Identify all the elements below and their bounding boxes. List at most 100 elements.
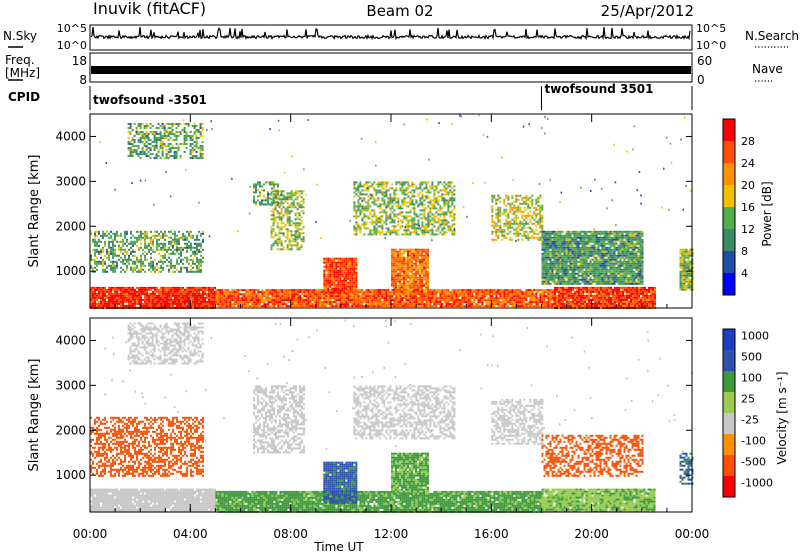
power-cell <box>285 289 288 292</box>
power-cell <box>347 261 350 264</box>
power-cell <box>164 300 166 303</box>
power-cell <box>162 248 164 251</box>
power-cell <box>265 295 268 298</box>
power-cell <box>419 305 422 308</box>
power-cell <box>136 230 138 233</box>
power-cell <box>369 289 372 292</box>
power-cell <box>441 227 444 230</box>
power-cell <box>343 283 346 286</box>
power-cell <box>237 297 240 300</box>
power-cell <box>413 227 416 230</box>
power-cell <box>134 262 136 265</box>
power-cell <box>299 297 302 300</box>
power-cell <box>547 295 550 298</box>
power-cell <box>194 246 196 249</box>
power-cell <box>357 201 360 204</box>
power-cell <box>519 291 522 294</box>
power-cell <box>349 295 352 298</box>
power-cell <box>132 286 134 289</box>
power-cell <box>401 215 404 218</box>
power-cell <box>307 293 310 296</box>
power-cell <box>288 206 291 209</box>
power-cell <box>355 229 358 232</box>
power-cell <box>525 293 528 296</box>
power-cell <box>166 286 168 289</box>
power-cell <box>365 301 368 304</box>
power-cell <box>131 137 134 139</box>
power-cell <box>353 289 356 292</box>
power-cell <box>289 295 292 298</box>
power-cell <box>126 240 128 243</box>
power-cell <box>265 199 267 202</box>
power-cell <box>373 187 376 190</box>
power-cell <box>104 232 106 235</box>
power-cell <box>620 304 622 307</box>
power-cell <box>92 298 94 301</box>
power-cell <box>315 301 318 304</box>
power-cell <box>361 211 364 214</box>
power-cell <box>126 290 128 293</box>
power-cell <box>282 216 285 219</box>
freq-left-label-line1: Freq. <box>5 53 35 67</box>
power-cell <box>190 300 192 303</box>
power-cell <box>381 291 384 294</box>
power-cell <box>215 295 218 298</box>
power-cell <box>387 297 390 300</box>
power-cell <box>127 155 130 157</box>
power-cell <box>393 213 396 216</box>
power-cell <box>92 292 94 295</box>
power-cell <box>139 123 142 125</box>
power-cell <box>345 283 348 286</box>
power-cell <box>191 135 194 137</box>
power-cell <box>407 215 410 218</box>
power-cell <box>100 250 102 253</box>
power-cell <box>311 303 314 306</box>
power-cell <box>644 296 646 299</box>
power-cell <box>535 295 538 298</box>
power-cell <box>333 271 336 274</box>
power-cell <box>170 242 172 245</box>
power-cell <box>433 205 436 208</box>
power-cell <box>90 230 92 233</box>
power-cell <box>140 298 142 301</box>
power-cell <box>331 303 334 306</box>
power-cell <box>323 305 326 308</box>
power-cell <box>189 153 192 155</box>
power-cell <box>357 185 360 188</box>
date-title: 25/Apr/2012 <box>601 2 694 20</box>
power-cell <box>433 207 436 210</box>
power-cell <box>118 288 120 291</box>
power-cell <box>529 299 532 302</box>
power-cell <box>275 197 277 200</box>
power-cell <box>144 302 146 305</box>
power-cell <box>347 281 350 284</box>
power-cell <box>349 271 352 274</box>
power-cell <box>131 153 134 155</box>
power-cell <box>156 298 158 301</box>
power-cell <box>269 299 272 302</box>
power-cell <box>173 153 176 155</box>
power-cell <box>323 277 326 280</box>
power-cell <box>419 229 422 232</box>
power-cell <box>104 304 106 307</box>
power-cell <box>345 299 348 302</box>
power-cell <box>269 197 271 200</box>
power-cell <box>521 293 524 296</box>
power-cell <box>375 305 378 308</box>
power-cell <box>201 155 204 157</box>
power-cell <box>193 149 196 151</box>
power-cell <box>104 254 106 257</box>
power-cell <box>297 301 300 304</box>
power-cell <box>393 219 396 222</box>
power-cell <box>261 305 264 308</box>
power-cell <box>441 211 444 214</box>
power-cell <box>186 256 188 259</box>
power-cell <box>489 299 492 302</box>
power-cell <box>431 229 434 232</box>
power-cell <box>196 300 198 303</box>
power-cell <box>543 297 546 300</box>
power-cell <box>96 262 98 265</box>
power-cell <box>134 260 136 263</box>
power-cell <box>171 123 174 125</box>
power-cell <box>439 195 442 198</box>
